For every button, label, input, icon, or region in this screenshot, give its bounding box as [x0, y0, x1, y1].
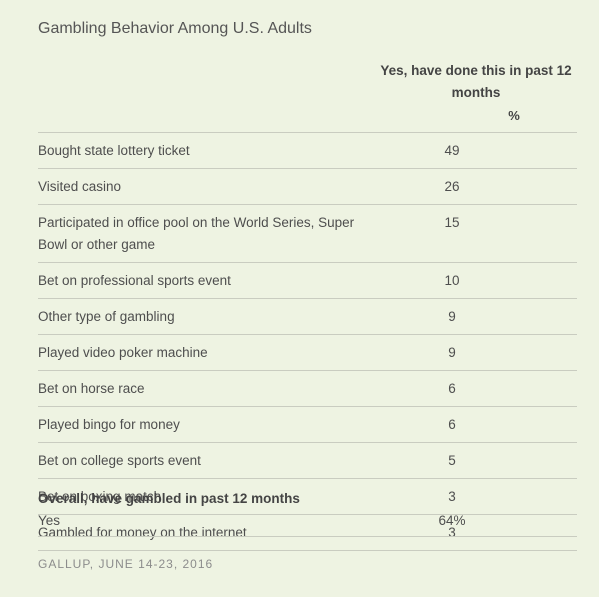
table-row: Bet on boxing match 3: [38, 479, 577, 515]
source-note: GALLUP, JUNE 14-23, 2016: [38, 557, 214, 571]
row-value: 9: [448, 345, 456, 360]
row-value: 10: [444, 273, 460, 288]
table-row: Played bingo for money 6: [38, 407, 577, 443]
column-header: Yes, have done this in past 12 months: [380, 63, 572, 100]
row-value: 49: [444, 143, 460, 158]
table-row: Bet on professional sports event 10: [38, 263, 577, 299]
row-label: Bet on professional sports event: [38, 273, 231, 288]
row-value: 15: [444, 215, 460, 230]
row-value: 3: [448, 489, 456, 504]
row-value: 26: [444, 179, 460, 194]
row-value: 6: [448, 381, 456, 396]
row-label: Bet on horse race: [38, 381, 145, 396]
chart-title: Gambling Behavior Among U.S. Adults: [38, 20, 312, 37]
row-label: Bet on boxing match: [38, 489, 162, 504]
overall-section: Overall, have gambled in past 12 months …: [38, 488, 577, 536]
row-value: 3: [448, 525, 456, 540]
unit-label: %: [508, 108, 520, 123]
overall-label: Overall, have gambled in past 12 months: [38, 491, 300, 506]
row-value: 9: [448, 309, 456, 324]
overall-sub-label: Yes: [38, 513, 61, 528]
row-label: Visited casino: [38, 179, 122, 194]
table-row: Other type of gambling 9: [38, 299, 577, 335]
row-label: Bought state lottery ticket: [38, 143, 190, 158]
table-row: Visited casino 26: [38, 169, 577, 205]
overall-value: 64%: [438, 513, 466, 528]
table-row: Bought state lottery ticket 49: [38, 133, 577, 169]
row-label: Participated in office pool on the World…: [38, 215, 355, 252]
row-value: 6: [448, 417, 456, 432]
row-label: Other type of gambling: [38, 309, 175, 324]
row-label: Played bingo for money: [38, 417, 180, 432]
table-row: Played video poker machine 9: [38, 335, 577, 371]
overall-divider: [38, 536, 577, 537]
row-label: Played video poker machine: [38, 345, 208, 360]
row-value: 5: [448, 453, 456, 468]
table-row: Bet on horse race 6: [38, 371, 577, 407]
data-table: Bought state lottery ticket 49 Visited cas…: [38, 133, 577, 551]
table-row: Bet on college sports event 5: [38, 443, 577, 479]
overall-row: Yes 64%: [38, 510, 577, 532]
row-label: Bet on college sports event: [38, 453, 201, 468]
table-row: Participated in office pool on the World…: [38, 205, 577, 263]
unit-row: %: [38, 106, 577, 133]
